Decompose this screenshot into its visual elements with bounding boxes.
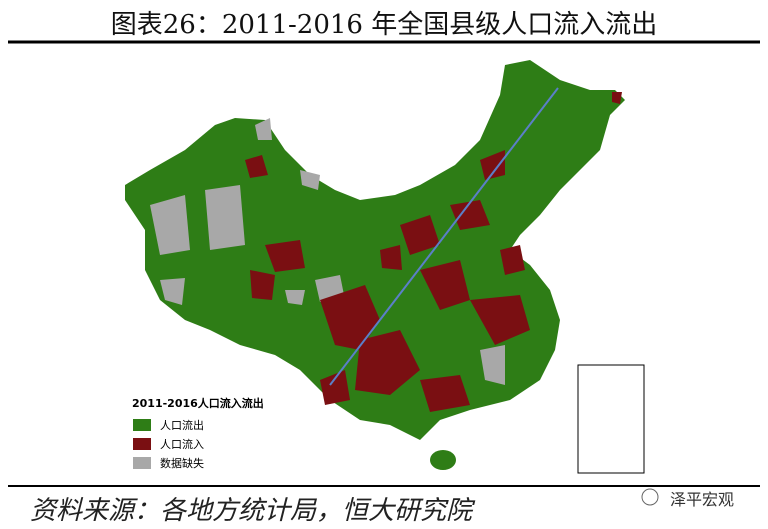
legend-swatch xyxy=(133,419,151,431)
legend-label: 人口流入 xyxy=(160,437,204,451)
legend-label: 数据缺失 xyxy=(160,456,204,470)
source: 资料来源：各地方统计局，恒大研究院 xyxy=(30,496,473,526)
legend-swatch xyxy=(133,438,151,450)
inset xyxy=(577,364,645,474)
watermark: 泽平宏观 xyxy=(670,490,735,509)
legend-label: 人口流出 xyxy=(160,418,204,432)
inflow-areas xyxy=(245,92,622,412)
wm-icon xyxy=(641,488,659,506)
legend-swatch xyxy=(133,457,151,469)
hainan xyxy=(430,450,456,470)
legend-title: 2011-2016人口流入流出 xyxy=(132,396,264,410)
hu-line xyxy=(329,87,559,386)
title: 图表26：2011-2016 年全国县级人口流入流出 xyxy=(110,10,658,40)
